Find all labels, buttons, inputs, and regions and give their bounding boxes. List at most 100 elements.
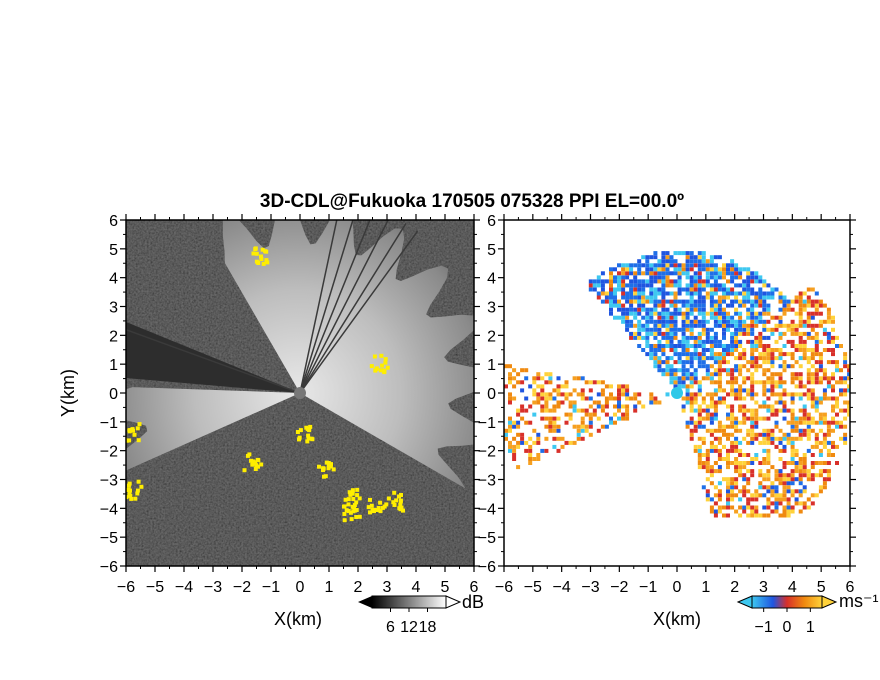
doppler-pixel: [661, 287, 666, 292]
doppler-pixel: [726, 323, 730, 328]
doppler-pixel: [790, 339, 795, 344]
doppler-pixel: [669, 279, 674, 284]
doppler-pixel: [709, 271, 714, 276]
doppler-pixel: [685, 376, 690, 381]
doppler-pixel: [766, 497, 771, 502]
doppler-pixel: [693, 291, 698, 296]
doppler-pixel: [669, 331, 674, 336]
doppler-pixel: [685, 388, 690, 393]
doppler-pixel: [810, 420, 815, 425]
doppler-pixel: [758, 319, 763, 324]
doppler-pixel: [520, 404, 525, 409]
snr-flag-pixel: [342, 512, 347, 516]
doppler-pixel: [657, 360, 662, 365]
doppler-pixel: [806, 319, 811, 324]
doppler-pixel: [810, 400, 815, 405]
doppler-pixel: [693, 283, 698, 288]
doppler-pixel: [798, 420, 803, 425]
doppler-pixel: [613, 396, 617, 401]
doppler-pixel: [681, 267, 686, 272]
doppler-pixel: [697, 344, 702, 348]
doppler-pixel: [738, 408, 743, 413]
doppler-pixel: [689, 364, 694, 369]
doppler-pixel: [810, 428, 815, 433]
snr-dark-ray: [299, 220, 354, 394]
doppler-pixel: [524, 408, 529, 413]
doppler-pixel: [774, 348, 779, 352]
doppler-pixel: [778, 331, 783, 336]
doppler-pixel: [693, 396, 698, 401]
doppler-pixel: [617, 408, 621, 413]
doppler-pixel: [758, 335, 763, 340]
doppler-pixel: [822, 412, 827, 417]
doppler-pixel: [798, 436, 803, 441]
ytick-label: 3: [487, 300, 496, 317]
doppler-pixel: [701, 255, 706, 260]
doppler-pixel: [750, 420, 755, 425]
doppler-pixel: [681, 376, 686, 381]
doppler-pixel: [681, 372, 686, 377]
doppler-pixel: [730, 448, 735, 453]
doppler-pixel: [770, 287, 775, 292]
doppler-pixel: [705, 331, 710, 336]
doppler-pixel: [681, 352, 686, 357]
doppler-pixel: [544, 396, 549, 401]
doppler-pixel: [798, 364, 803, 369]
doppler-pixel: [738, 271, 743, 276]
doppler-pixel: [786, 489, 791, 494]
doppler-pixel: [621, 283, 626, 288]
doppler-pixel: [742, 283, 747, 288]
xtick-label: −1: [639, 579, 657, 596]
doppler-pixel: [782, 416, 787, 421]
doppler-pixel: [746, 295, 751, 300]
doppler-pixel: [814, 444, 819, 449]
doppler-pixel: [520, 408, 525, 413]
doppler-pixel: [580, 388, 585, 393]
doppler-pixel: [621, 291, 626, 296]
doppler-pixel: [600, 380, 605, 385]
doppler-pixel: [709, 339, 714, 344]
doppler-pixel: [750, 299, 755, 304]
doppler-pixel: [802, 465, 807, 470]
doppler-pixel: [770, 315, 775, 320]
doppler-pixel: [697, 392, 702, 397]
doppler-pixel: [782, 505, 787, 510]
doppler-pixel: [742, 408, 747, 413]
doppler-pixel: [766, 380, 771, 385]
doppler-pixel: [709, 372, 714, 377]
doppler-pixel: [701, 299, 706, 304]
doppler-pixel: [810, 287, 815, 292]
doppler-pixel: [673, 291, 678, 296]
snr-flag-pixel: [245, 453, 250, 458]
doppler-pixel: [802, 420, 807, 425]
doppler-pixel: [746, 469, 751, 474]
doppler-pixel: [726, 489, 730, 494]
doppler-pixel: [645, 344, 650, 348]
doppler-pixel: [822, 416, 827, 421]
doppler-pixel: [693, 376, 698, 381]
doppler-pixel: [665, 251, 670, 256]
doppler-pixel: [774, 287, 779, 292]
doppler-pixel: [734, 448, 739, 453]
doppler-pixel: [754, 453, 759, 457]
doppler-pixel: [604, 299, 609, 304]
doppler-pixel: [685, 275, 690, 280]
doppler-pixel: [588, 412, 593, 417]
snr-colorbar-low-arrow: [358, 596, 372, 608]
snr-flag-pixel: [305, 439, 310, 444]
doppler-pixel: [726, 485, 730, 490]
doppler-pixel: [835, 404, 839, 409]
doppler-pixel: [649, 287, 654, 292]
doppler-pixel: [677, 376, 682, 381]
doppler-pixel: [758, 303, 763, 308]
doppler-pixel: [826, 307, 831, 312]
doppler-pixel: [847, 368, 850, 373]
doppler-pixel: [653, 323, 658, 328]
doppler-pixel: [762, 327, 767, 332]
doppler-pixel: [637, 323, 642, 328]
doppler-pixel: [713, 408, 718, 413]
doppler-pixel: [693, 400, 698, 405]
doppler-pixel: [681, 331, 686, 336]
doppler-pixel: [685, 307, 690, 312]
doppler-pixel: [657, 287, 662, 292]
